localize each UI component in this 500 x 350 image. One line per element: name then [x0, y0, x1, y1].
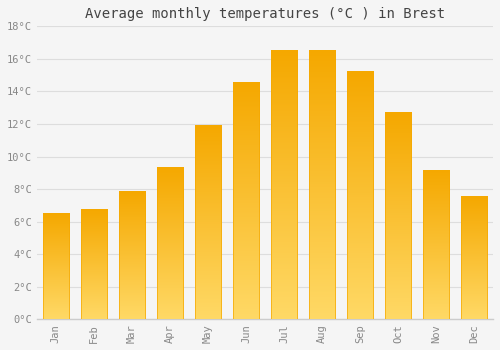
Title: Average monthly temperatures (°C ) in Brest: Average monthly temperatures (°C ) in Br… — [85, 7, 445, 21]
